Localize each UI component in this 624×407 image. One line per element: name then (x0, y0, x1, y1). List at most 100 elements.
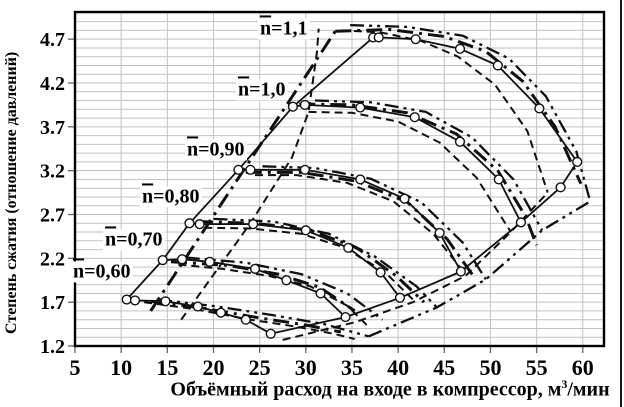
n-bar-symbol: n (73, 260, 85, 283)
data-point-marker (555, 182, 566, 193)
curve-label-value: =0,90 (198, 138, 245, 161)
data-point-marker (399, 193, 410, 204)
series-speed-dashdot (245, 170, 477, 281)
data-point-marker (265, 328, 276, 339)
series-surge-dashed (180, 28, 320, 321)
data-point-marker (355, 102, 366, 113)
data-point-marker (249, 263, 261, 274)
data-point-marker (572, 156, 583, 168)
series-speed-dashed (204, 226, 414, 301)
x-tick-label-25: 25 (249, 355, 271, 380)
data-point-marker (409, 112, 420, 123)
data-point-marker (287, 101, 298, 112)
x-tick-label-30: 30 (295, 355, 317, 380)
series-speed-dashed (308, 110, 512, 233)
series-speed-dashdot (335, 28, 583, 185)
x-axis-title-superscript: 3 (561, 377, 568, 391)
y-tick-label-4.7: 4.7 (40, 29, 65, 51)
data-point-marker (192, 301, 203, 312)
data-point-marker (454, 136, 466, 147)
data-point-marker (493, 174, 504, 185)
data-point-marker (157, 254, 168, 266)
data-point-marker (340, 311, 351, 323)
series-speed-dashed (144, 301, 355, 340)
y-tick-label-3.7: 3.7 (40, 117, 65, 139)
plot-border (73, 10, 606, 348)
y-tick-label-2.7: 2.7 (40, 205, 65, 227)
data-point-marker (160, 296, 171, 307)
x-tick-label-10: 10 (110, 355, 132, 380)
curve-label-n-0-70: n=0,70 (103, 228, 165, 251)
y-axis-title: Степень сжатия (отношение давлений) (3, 51, 20, 334)
data-point-marker (184, 218, 195, 229)
x-axis-title-units: /мин (567, 378, 610, 401)
y-tick-label-2.2: 2.2 (40, 248, 65, 270)
data-point-marker (410, 34, 421, 45)
x-tick-label-15: 15 (156, 355, 178, 380)
data-point-marker (394, 292, 406, 303)
data-point-marker (454, 43, 466, 54)
curve-label-n-0-80: n=0,80 (140, 185, 202, 208)
x-axis-title-text: Объёмный расход на входе в компрессор, м (170, 378, 562, 401)
data-point-marker (373, 32, 384, 43)
series-choke-dashdotdot (368, 200, 591, 338)
curve-label-value: =0,60 (84, 260, 131, 283)
x-tick-label-5: 5 (70, 355, 81, 380)
data-point-marker (245, 164, 256, 175)
x-tick-label-20: 20 (202, 355, 224, 380)
data-point-marker (515, 217, 527, 228)
data-point-marker (129, 295, 141, 306)
data-point-marker (492, 60, 503, 71)
n-bar-symbol: n (238, 78, 250, 101)
data-point-marker (315, 288, 326, 299)
data-point-marker (233, 164, 244, 175)
data-point-marker (299, 164, 310, 175)
data-point-marker (300, 225, 311, 236)
data-point-marker (240, 314, 251, 325)
x-tick-label-35: 35 (341, 355, 363, 380)
y-tick-label-3.2: 3.2 (40, 161, 65, 183)
data-point-marker (343, 242, 354, 253)
data-point-marker (176, 254, 188, 265)
n-bar-symbol: n (105, 228, 117, 251)
data-point-marker (434, 227, 445, 239)
x-tick-label-50: 50 (479, 355, 501, 380)
series-speed-dashdot (299, 102, 539, 246)
x-tick-label-60: 60 (572, 355, 594, 380)
curve-label-n-1-1: n=1,1 (258, 18, 310, 40)
data-point-marker (121, 294, 132, 305)
y-tick-label-4.2: 4.2 (40, 73, 65, 95)
series-speed-dashed (255, 174, 467, 275)
curve-label-value: =1,0 (249, 78, 286, 101)
data-point-marker (375, 267, 386, 278)
n-bar-symbol: n (142, 185, 154, 208)
series-speed-solid (292, 104, 522, 223)
data-point-marker (299, 99, 310, 111)
x-tick-label-40: 40 (387, 355, 409, 380)
series-speed-dashdotdot (350, 23, 592, 202)
data-point-marker (204, 256, 215, 267)
curve-label-n-0-90: n=0,90 (185, 138, 247, 161)
data-point-marker (248, 219, 259, 230)
series-speed-solid (238, 168, 462, 272)
curve-label-n-0-60: n=0,60 (71, 260, 133, 283)
series-speed-dashdotdot (185, 256, 384, 321)
data-point-marker (215, 307, 226, 318)
data-point-marker (534, 103, 545, 114)
x-axis-title: Объёмный расход на входе в компрессор, м… (160, 377, 620, 402)
figure-right-edge-line (620, 0, 622, 407)
data-point-marker (355, 174, 366, 185)
curve-label-n-1-0: n=1,0 (236, 78, 288, 101)
series-choke-solid (270, 161, 578, 335)
curve-label-value: =0,70 (116, 228, 163, 251)
series-speed-dashdot (196, 220, 426, 304)
series-surge-solid (126, 36, 374, 301)
data-point-marker (194, 219, 205, 230)
n-bar-symbol: n (187, 138, 199, 161)
y-tick-label-1.2: 1.2 (40, 336, 65, 358)
series-speed-dashed (340, 29, 549, 193)
curve-label-value: =0,80 (153, 185, 200, 208)
y-tick-label-1.7: 1.7 (40, 292, 65, 314)
